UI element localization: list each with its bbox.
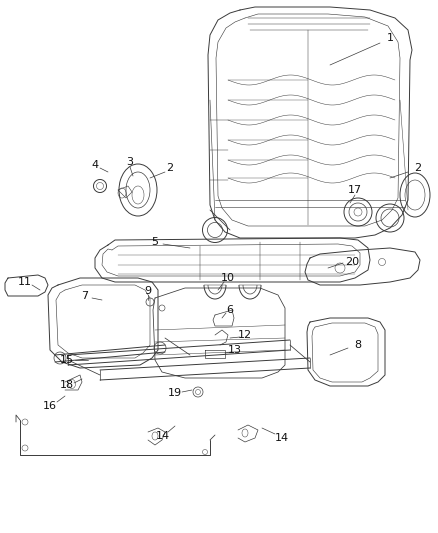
Text: 17: 17	[348, 185, 362, 195]
Text: 7: 7	[81, 291, 88, 301]
Text: 3: 3	[127, 157, 134, 167]
Text: 5: 5	[152, 237, 159, 247]
Text: 15: 15	[60, 355, 74, 365]
Text: 1: 1	[386, 33, 393, 43]
Text: 12: 12	[238, 330, 252, 340]
Text: 6: 6	[226, 305, 233, 315]
Text: 18: 18	[60, 380, 74, 390]
Text: 11: 11	[18, 277, 32, 287]
Text: 20: 20	[345, 257, 359, 267]
Text: 14: 14	[275, 433, 289, 443]
Text: 4: 4	[92, 160, 99, 170]
Text: 14: 14	[156, 431, 170, 441]
Text: 19: 19	[168, 388, 182, 398]
Text: 8: 8	[354, 340, 361, 350]
Text: 9: 9	[145, 286, 152, 296]
Text: 2: 2	[414, 163, 421, 173]
Text: 2: 2	[166, 163, 173, 173]
Text: 13: 13	[228, 345, 242, 355]
Text: 10: 10	[221, 273, 235, 283]
Text: 16: 16	[43, 401, 57, 411]
